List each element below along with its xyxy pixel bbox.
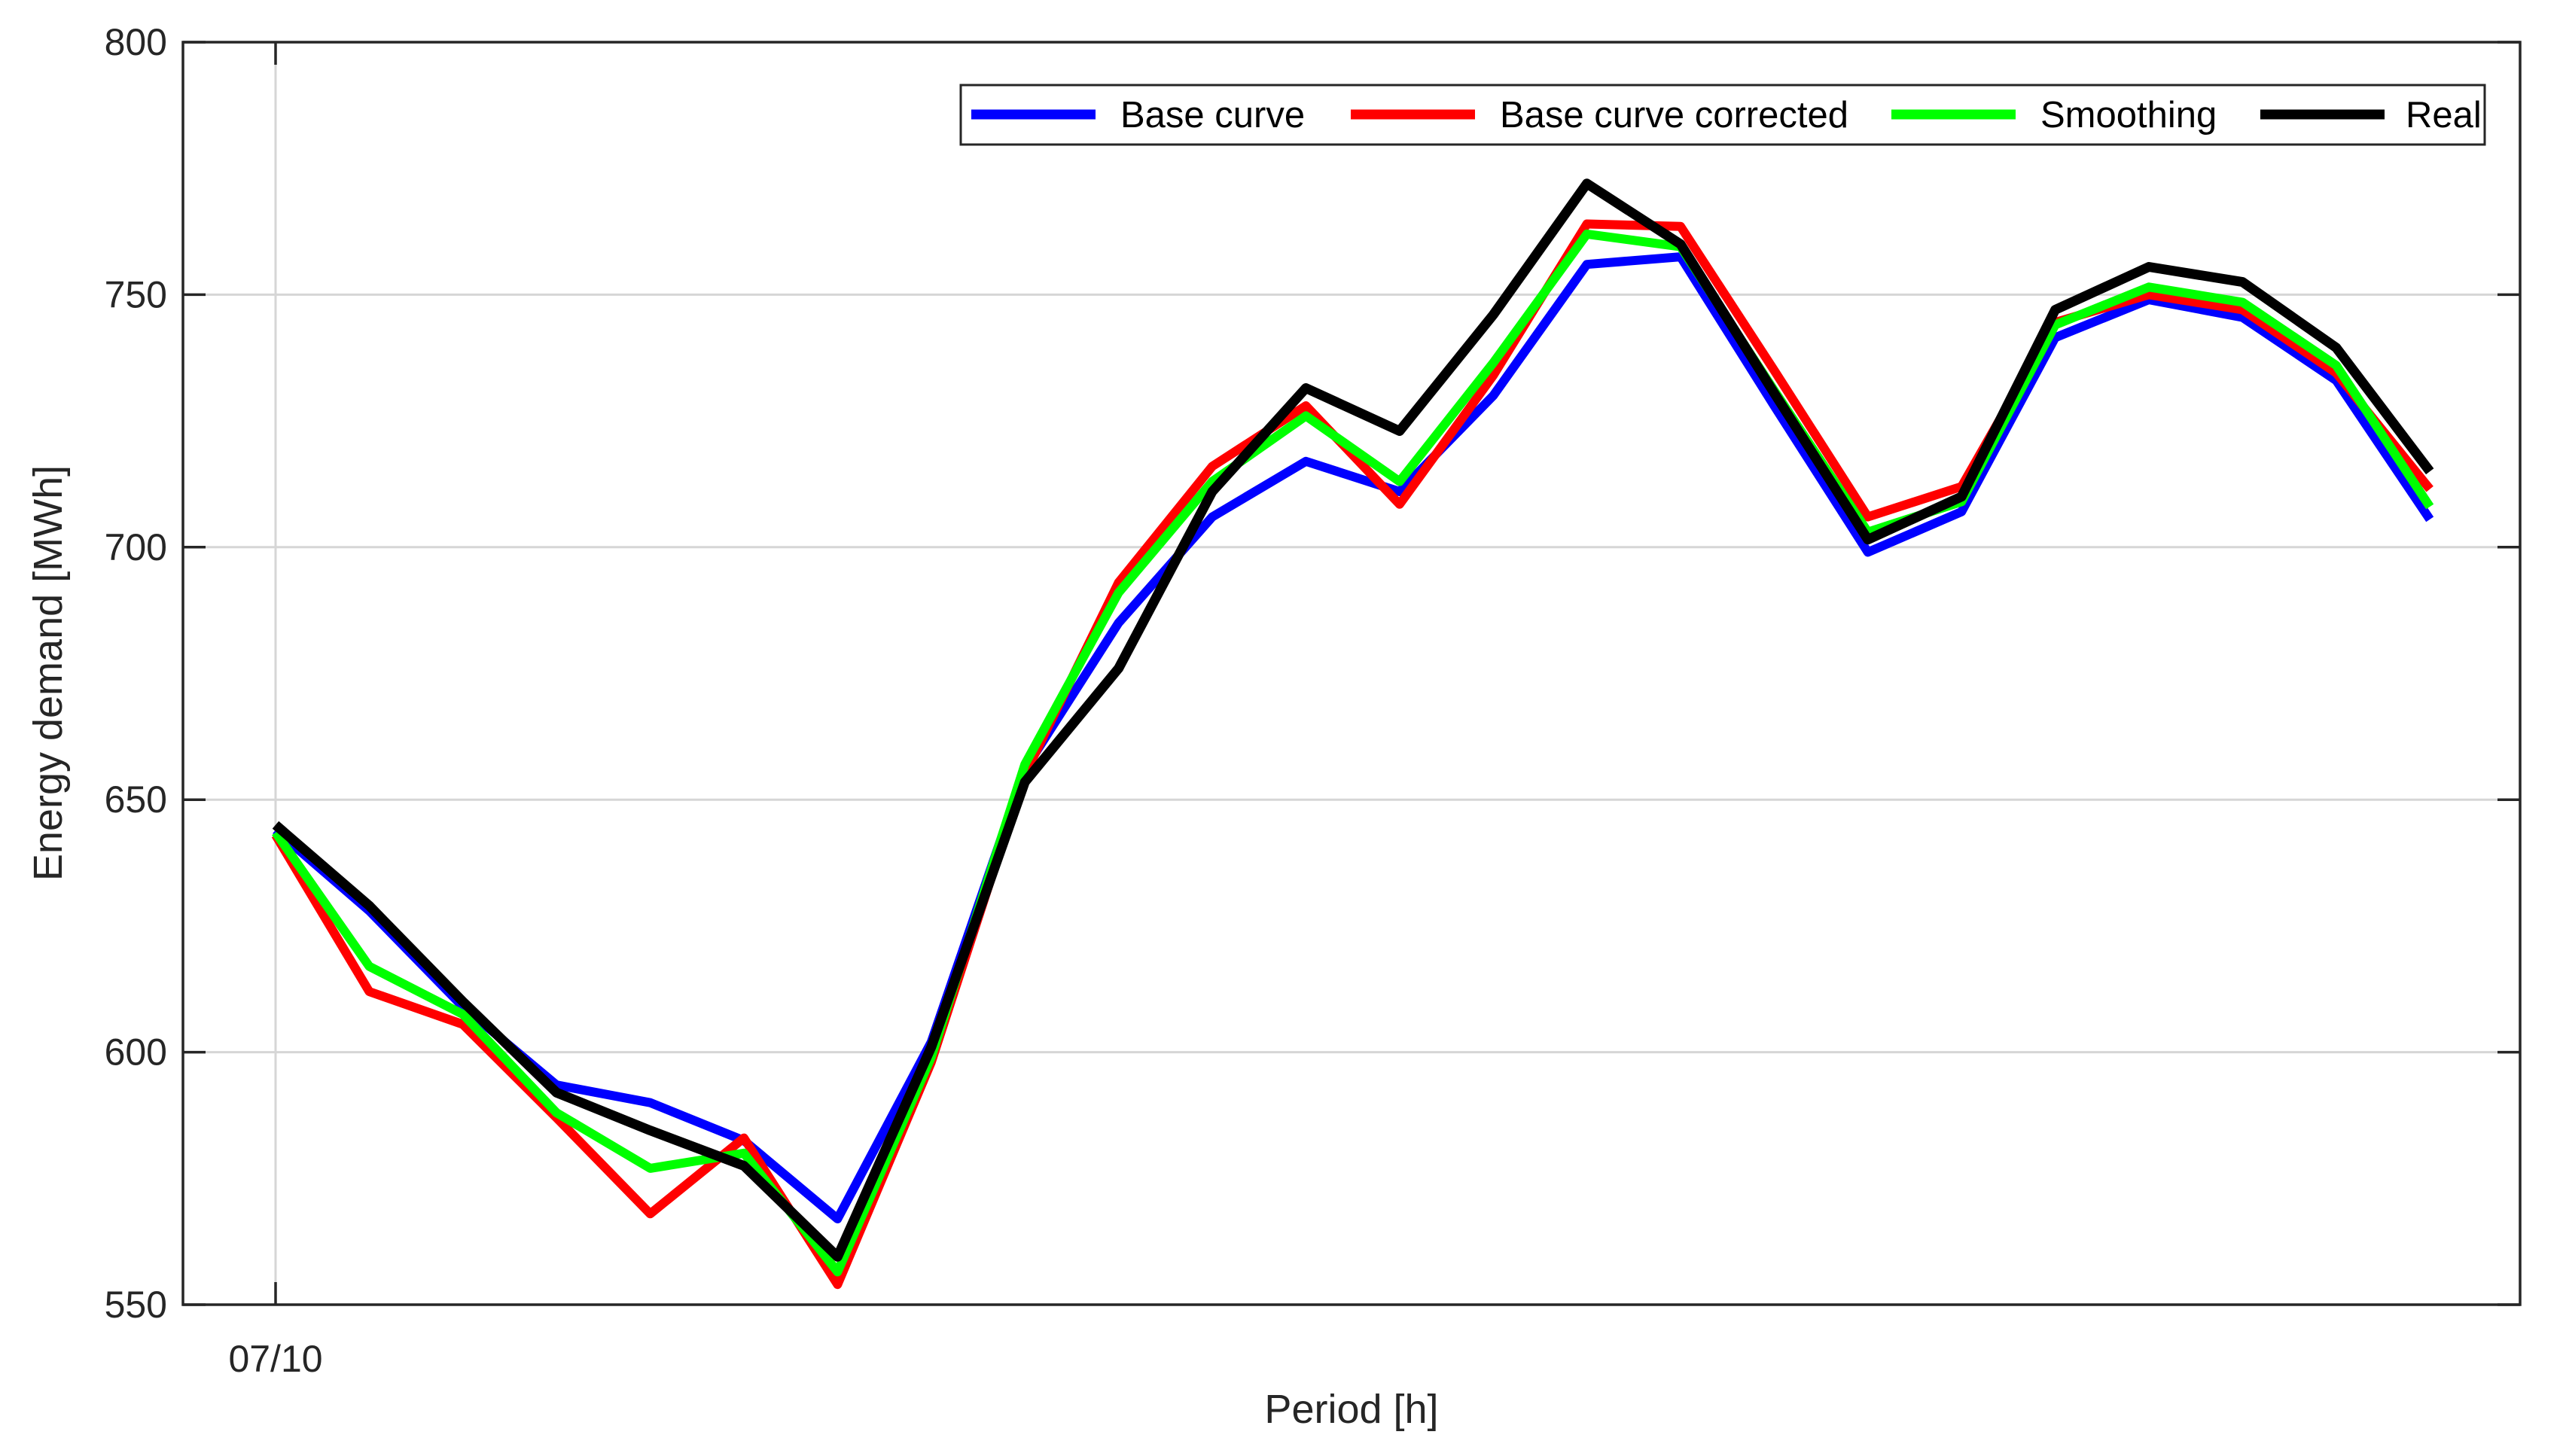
series-line-base-curve [273,252,2434,1223]
legend: Base curve Base curve corrected Smoothing R… [959,84,2486,146]
plot-border [181,41,2522,1306]
y-tick-label: 750 [105,273,167,315]
series-line-base-curve-corrected [271,219,2433,1290]
y-tick-label: 800 [105,21,167,63]
y-tick-label: 650 [105,778,167,821]
legend-label-real: Real [2406,95,2482,136]
legend-label-base-curve: Base curve [1120,95,1305,136]
y-tick-label: 550 [105,1284,167,1326]
series-lines [271,178,2434,1290]
y-tick-labels: 550 600 650 700 750 800 [105,21,167,1326]
x-tick-label: 07/10 [228,1338,322,1380]
y-tick-label: 600 [105,1031,167,1074]
x-axis-label: Period [h] [1264,1387,1438,1432]
y-axis-label: Energy demand [MWh] [26,465,71,881]
legend-box [959,84,2486,146]
series-line-real [272,178,2434,1262]
series-line-smoothing [272,229,2434,1277]
y-tick-label: 700 [105,526,167,568]
legend-label-smoothing: Smoothing [2040,95,2217,136]
legend-label-base-curve-corrected: Base curve corrected [1500,95,1848,136]
axis-ticks [183,41,2520,1306]
gridlines [183,42,2520,1305]
